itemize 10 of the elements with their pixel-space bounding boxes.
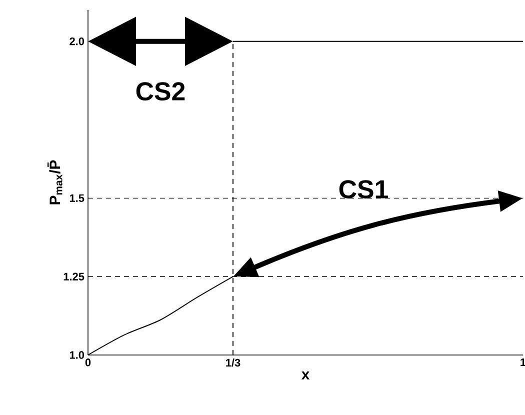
y-tick-label: 1.25: [64, 272, 84, 280]
y-tick-label: 1.0: [70, 351, 84, 359]
y-tick-label: 1.5: [70, 194, 84, 202]
x-axis-title: x: [301, 372, 310, 380]
y-axis-title: P$_{max}$/P̄: [47, 160, 62, 204]
y-tick-label: 2.0: [70, 37, 84, 46]
annotation: CS1: [339, 180, 388, 198]
x-tick-label: 1/3: [226, 358, 240, 367]
annotation: CS2: [136, 82, 185, 101]
x-tick-label: 0: [85, 358, 91, 366]
